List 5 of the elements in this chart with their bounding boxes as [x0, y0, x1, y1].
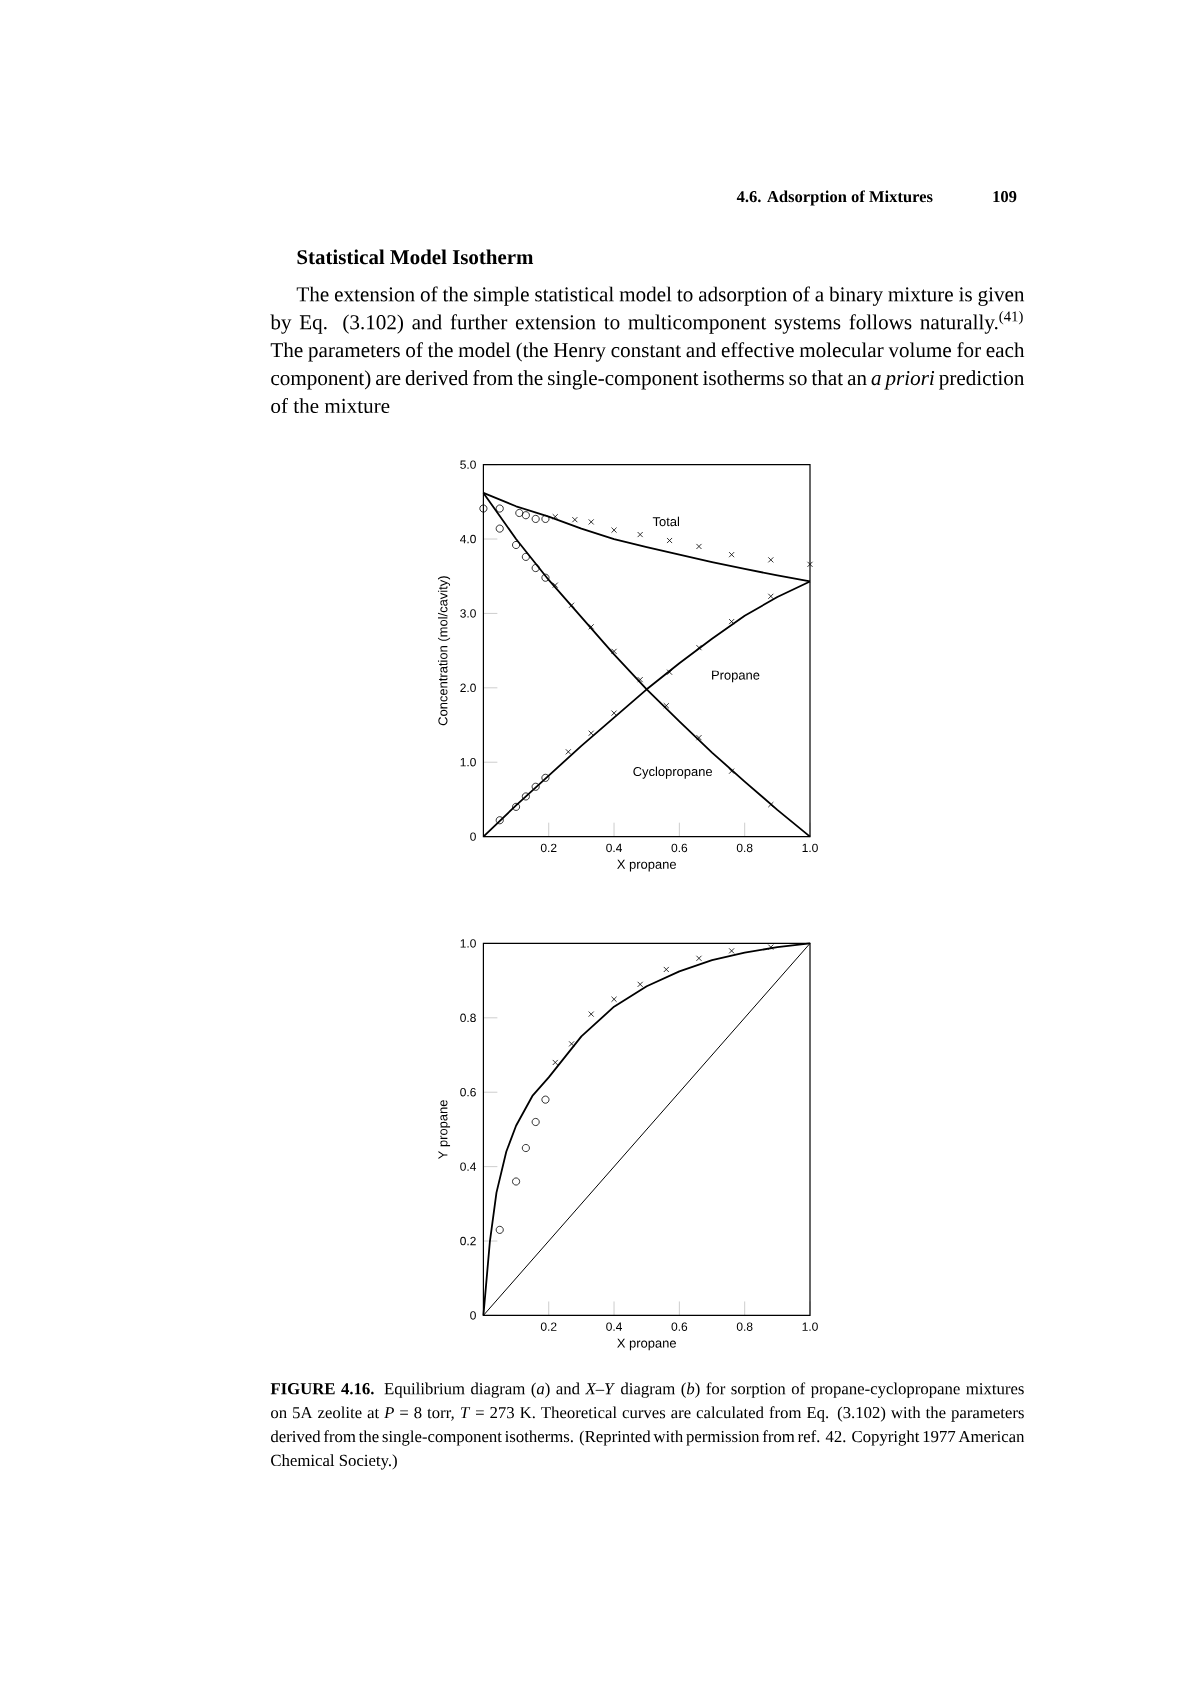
text: Statistical Model Isotherm [297, 249, 534, 265]
text: FIGURE 4.16. Equilibrium diagram (a) and X–Y diagram (b) for sorption of propane-cyclopropane mixtures on 5A zeolite at P = 8 torr, T = 273 K. Theoretical curves are calculated from Eq. (3.102) with the parameters derived from the single-component isotherms. (Reprinted with permission from ref. 42. Copyright 1977 American Chemical Society.) [270, 1382, 1025, 1470]
text: The extension of the simple statistical model to adsorption of a binary mixture is given by Eq. (3.102) and further extension to multicomponent systems follows naturally.$^{(41)}$ The parameters of the model (the Henry constant and effective molecular volume for each component) are derived from the single-component isotherms so that an a priori prediction of the mixture [270, 286, 1025, 414]
text: 4.6. Adsorption of Mixtures [736, 190, 933, 206]
text: 109 [993, 191, 1017, 203]
